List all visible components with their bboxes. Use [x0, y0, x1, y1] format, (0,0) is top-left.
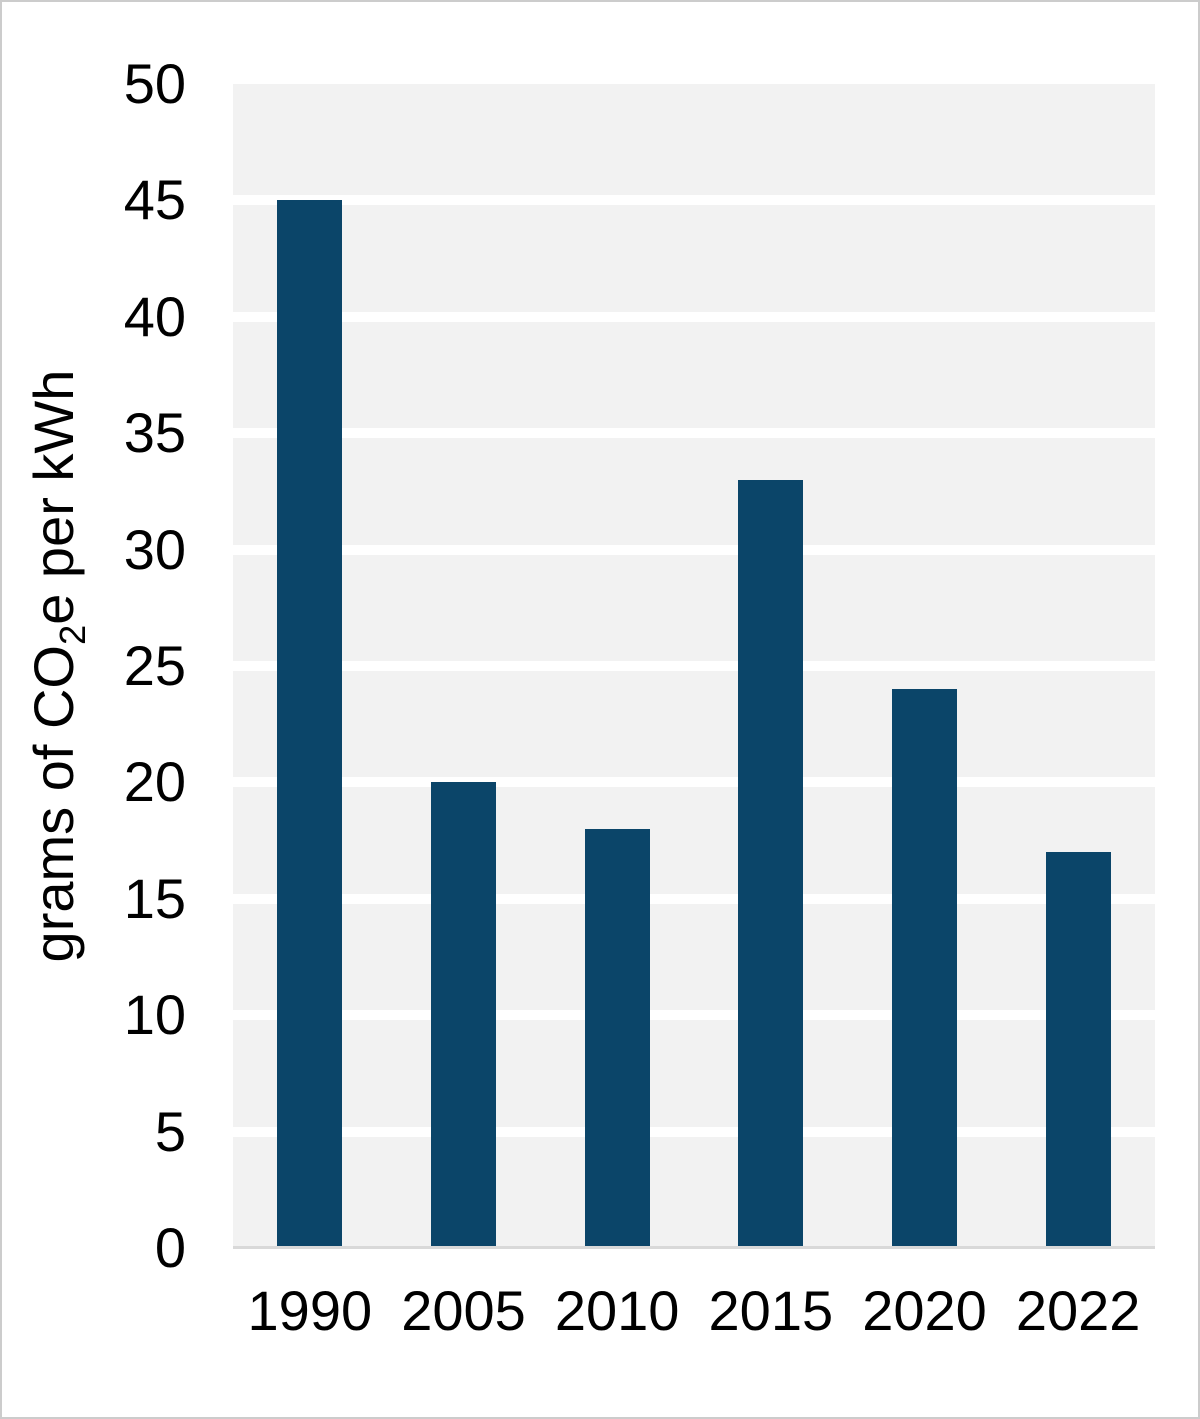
y-tick-label-50: 50 [123, 52, 186, 115]
x-tick-label-1990: 1990 [247, 1279, 373, 1342]
bar-2005 [431, 782, 496, 1248]
y-tick-label-10: 10 [123, 983, 186, 1047]
gridline-15 [233, 893, 1155, 904]
gridline-40 [233, 311, 1155, 322]
bar-2022 [1045, 852, 1111, 1248]
y-tick-label-45: 45 [123, 168, 186, 232]
y-tick-label-15: 15 [123, 866, 186, 930]
y-tick-label-30: 30 [123, 517, 186, 581]
y-tick-label-25: 25 [123, 634, 186, 697]
bar-1990 [277, 200, 343, 1248]
y-tick-label-35: 35 [123, 401, 186, 465]
bar-2015 [738, 479, 804, 1248]
gridline-35 [233, 428, 1155, 439]
x-tick-label-2005: 2005 [401, 1279, 526, 1342]
x-tick-label-2020: 2020 [862, 1279, 987, 1342]
gridline-25 [233, 661, 1155, 671]
x-tick-label-2022: 2022 [1015, 1279, 1141, 1342]
gridline-20 [233, 777, 1155, 788]
x-tick-label-2010: 2010 [554, 1279, 680, 1342]
y-tick-label-20: 20 [123, 750, 186, 814]
plot-area [233, 84, 1155, 1248]
x-axis-line [233, 1246, 1155, 1249]
bar-2010 [584, 828, 650, 1248]
gridline-45 [233, 195, 1155, 206]
x-tick-label-2015: 2015 [708, 1279, 834, 1342]
bar-2020 [892, 689, 957, 1248]
y-tick-label-0: 0 [154, 1216, 186, 1279]
gridline-5 [233, 1126, 1155, 1137]
y-tick-label-40: 40 [123, 284, 186, 348]
gridline-30 [233, 544, 1155, 555]
gridline-10 [233, 1010, 1155, 1021]
y-tick-label-5: 5 [154, 1099, 186, 1163]
